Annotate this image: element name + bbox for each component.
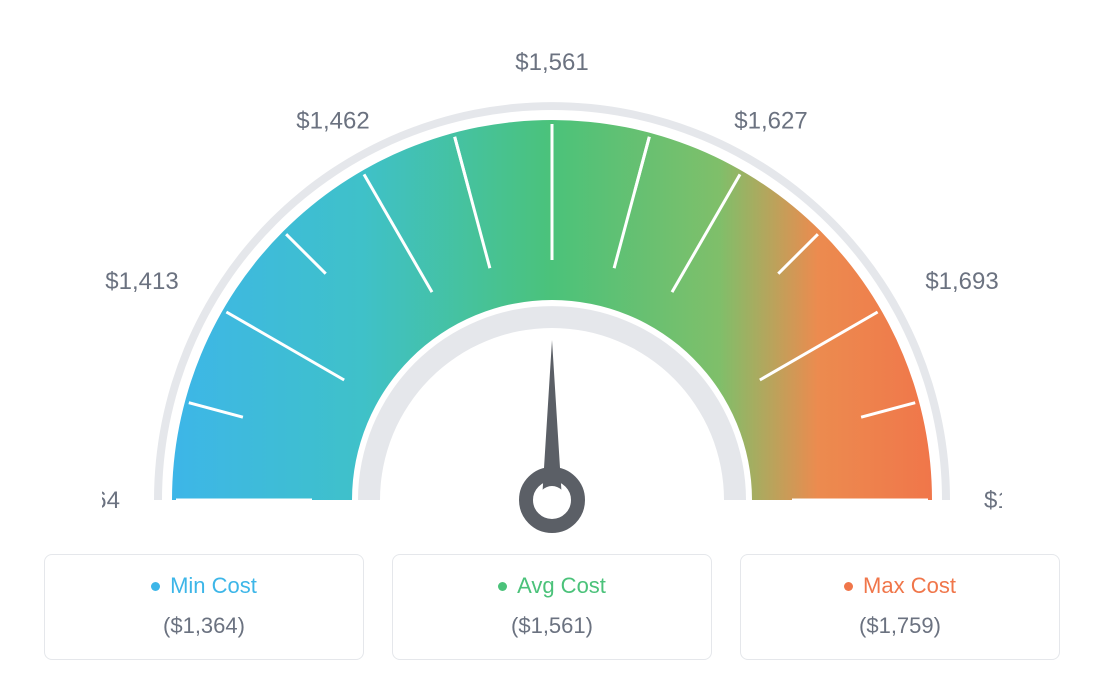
- legend-dot-icon: [844, 582, 853, 591]
- legend-card: Max Cost ($1,759): [740, 554, 1060, 660]
- legend-title: Max Cost: [753, 573, 1047, 599]
- gauge-tick-label: $1,693: [925, 268, 998, 295]
- legend-row: Min Cost ($1,364) Avg Cost ($1,561) Max Cost…: [44, 554, 1060, 660]
- legend-dot-icon: [498, 582, 507, 591]
- legend-title: Avg Cost: [405, 573, 699, 599]
- gauge-svg: $1,364 $1,413 $1,462 $1,561 $1,627 $1,693 $1,7…: [102, 40, 1002, 560]
- legend-card: Avg Cost ($1,561): [392, 554, 712, 660]
- legend-title-text: Max Cost: [863, 573, 956, 599]
- legend-value: ($1,364): [57, 613, 351, 639]
- legend-value: ($1,759): [753, 613, 1047, 639]
- gauge-tick-label: $1,364: [102, 487, 120, 514]
- gauge-chart-container: $1,364 $1,413 $1,462 $1,561 $1,627 $1,693 $1,7…: [0, 0, 1104, 690]
- legend-title: Min Cost: [57, 573, 351, 599]
- legend-card: Min Cost ($1,364): [44, 554, 364, 660]
- legend-dot-icon: [151, 582, 160, 591]
- legend-value: ($1,561): [405, 613, 699, 639]
- gauge-tick-label: $1,759: [984, 487, 1002, 514]
- gauge-tick-label: $1,462: [296, 108, 369, 135]
- gauge-tick-label: $1,627: [734, 108, 807, 135]
- legend-title-text: Min Cost: [170, 573, 257, 599]
- gauge-tick-label: $1,413: [105, 268, 178, 295]
- gauge-area: $1,364 $1,413 $1,462 $1,561 $1,627 $1,693 $1,7…: [102, 40, 1002, 560]
- gauge-tick-label: $1,561: [515, 49, 588, 76]
- legend-title-text: Avg Cost: [517, 573, 606, 599]
